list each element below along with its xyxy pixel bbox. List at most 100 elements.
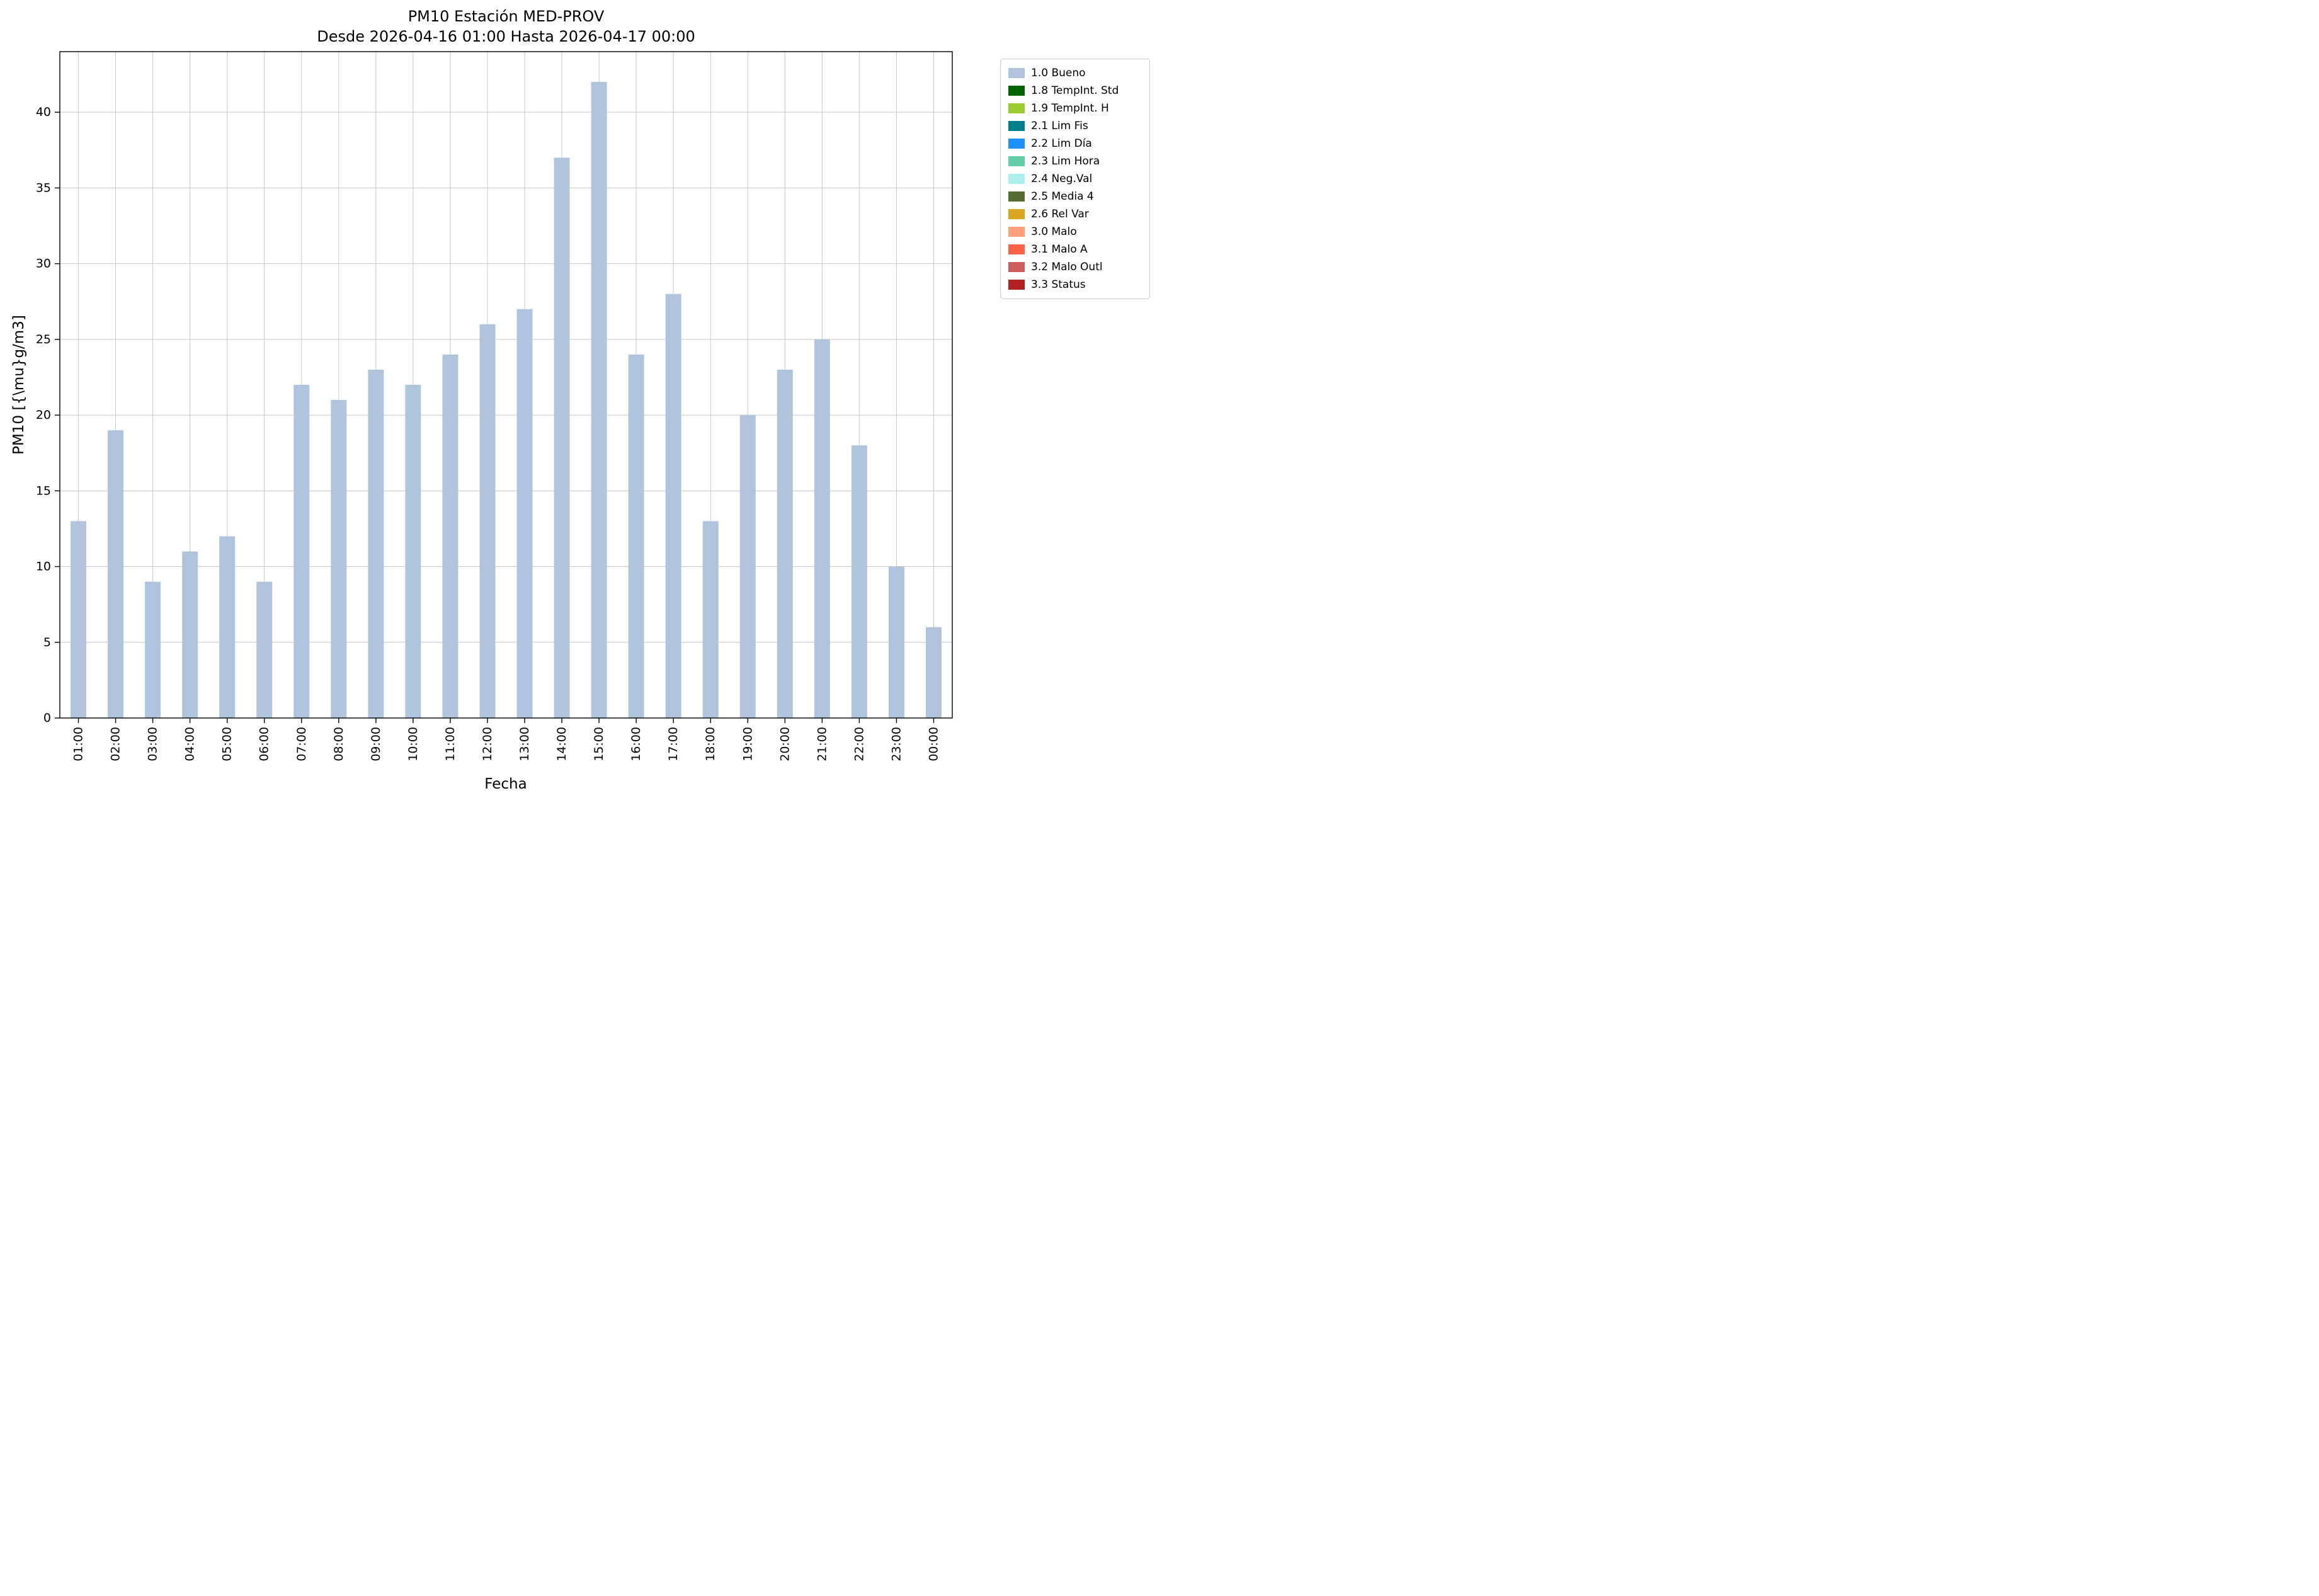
chart-title: PM10 Estación MED-PROV (407, 8, 605, 25)
x-tick-label: 09:00 (369, 727, 383, 761)
legend-swatch (1008, 174, 1025, 184)
x-tick-label: 21:00 (815, 727, 829, 761)
legend-swatch (1008, 244, 1025, 254)
y-tick-label: 15 (36, 484, 51, 498)
title-block: PM10 Estación MED-PROV Desde 2026-04-16 … (60, 6, 952, 47)
legend-swatch (1008, 262, 1025, 272)
x-tick-label: 08:00 (332, 727, 346, 761)
legend-item: 2.1 Lim Fis (1005, 117, 1146, 135)
legend-label: 2.1 Lim Fis (1031, 120, 1088, 132)
x-tick-label: 20:00 (778, 727, 792, 761)
bar (293, 385, 310, 718)
plot-border (59, 51, 953, 719)
legend-label: 3.3 Status (1031, 278, 1086, 291)
bar (71, 521, 87, 718)
bar (925, 627, 942, 718)
bar (442, 354, 459, 718)
legend-label: 2.5 Media 4 (1031, 190, 1094, 203)
legend-item: 2.6 Rel Var (1005, 205, 1146, 223)
x-axis-label: Fecha (484, 776, 527, 792)
x-tick-label: 16:00 (629, 727, 643, 761)
x-tick-label: 23:00 (889, 727, 903, 761)
bar (145, 581, 161, 718)
x-tick-label: 18:00 (704, 727, 717, 761)
bar (554, 157, 570, 718)
legend-item: 2.5 Media 4 (1005, 188, 1146, 205)
bar (591, 82, 607, 718)
legend-label: 3.2 Malo Outl (1031, 261, 1103, 273)
bar (739, 415, 756, 718)
x-tick-label: 06:00 (258, 727, 271, 761)
bar (851, 445, 867, 718)
y-axis-label: PM10 [{\mu}g/m3] (11, 315, 27, 455)
bar (331, 400, 347, 718)
x-tick-label: 14:00 (555, 727, 569, 761)
legend-label: 1.0 Bueno (1031, 67, 1086, 79)
bar (702, 521, 719, 718)
bar (368, 369, 384, 718)
legend-swatch (1008, 68, 1025, 78)
x-tick-label: 22:00 (852, 727, 866, 761)
bar-chart-plot: 0 5 10 15 20 25 30 35 40 01:00 02:00 03:00 04:00 05:0… (36, 51, 953, 761)
legend-swatch (1008, 139, 1025, 149)
x-tick-label: 01:00 (72, 727, 86, 761)
y-tick-label: 30 (36, 257, 51, 271)
bar (108, 430, 124, 718)
legend-swatch (1008, 156, 1025, 166)
legend-item: 1.9 TempInt. H (1005, 100, 1146, 117)
x-tick-label: 12:00 (481, 727, 494, 761)
bar (182, 551, 198, 718)
legend-item: 2.4 Neg.Val (1005, 170, 1146, 188)
legend-item: 3.1 Malo A (1005, 241, 1146, 258)
bar (814, 339, 830, 718)
legend-label: 2.2 Lim Día (1031, 137, 1092, 150)
legend-swatch (1008, 103, 1025, 113)
legend-label: 2.4 Neg.Val (1031, 173, 1093, 185)
chart-subtitle: Desde 2026-04-16 01:00 Hasta 2026-04-17 … (317, 28, 695, 46)
y-tick-label: 20 (36, 408, 51, 422)
bar (888, 566, 904, 718)
y-tick-label: 40 (36, 105, 51, 119)
figure: PM10 Estación MED-PROV Desde 2026-04-16 … (0, 0, 1160, 798)
y-tick-label: 10 (36, 560, 51, 574)
legend-item: 2.2 Lim Día (1005, 135, 1146, 152)
x-tick-label: 07:00 (295, 727, 309, 761)
y-tick-label: 0 (43, 711, 51, 725)
legend-label: 1.9 TempInt. H (1031, 102, 1109, 115)
bar (479, 324, 496, 718)
x-tick-label: 03:00 (146, 727, 160, 761)
legend-item: 2.3 Lim Hora (1005, 152, 1146, 170)
y-tick-label: 35 (36, 181, 51, 195)
legend-swatch (1008, 227, 1025, 237)
x-tick-label: 05:00 (220, 727, 234, 761)
x-tick-label: 15:00 (592, 727, 606, 761)
y-tick-label: 25 (36, 333, 51, 346)
legend-item: 3.3 Status (1005, 276, 1146, 294)
legend-label: 2.3 Lim Hora (1031, 155, 1100, 168)
x-tick-label: 13:00 (518, 727, 532, 761)
x-tick-label: 02:00 (109, 727, 123, 761)
legend-label: 2.6 Rel Var (1031, 208, 1089, 220)
legend-swatch (1008, 191, 1025, 202)
bar (405, 385, 421, 718)
x-tick-label: 17:00 (666, 727, 680, 761)
legend-swatch (1008, 280, 1025, 290)
bar (219, 536, 236, 718)
legend-swatch (1008, 121, 1025, 131)
legend-swatch (1008, 209, 1025, 219)
legend-item: 1.8 TempInt. Std (1005, 82, 1146, 100)
legend: 1.0 Bueno 1.8 TempInt. Std 1.9 TempInt. H 2… (1000, 59, 1150, 299)
legend-item: 1.0 Bueno (1005, 64, 1146, 82)
legend-item: 3.0 Malo (1005, 223, 1146, 241)
x-tick-label: 10:00 (406, 727, 420, 761)
bar (628, 354, 644, 718)
legend-label: 3.0 Malo (1031, 225, 1077, 238)
x-tick-label: 19:00 (741, 727, 755, 761)
legend-item: 3.2 Malo Outl (1005, 258, 1146, 276)
x-tick-label: 11:00 (443, 727, 457, 761)
bar (516, 309, 533, 719)
legend-swatch (1008, 86, 1025, 96)
legend-label: 3.1 Malo A (1031, 243, 1088, 256)
legend-label: 1.8 TempInt. Std (1031, 84, 1119, 97)
bar (665, 294, 681, 718)
